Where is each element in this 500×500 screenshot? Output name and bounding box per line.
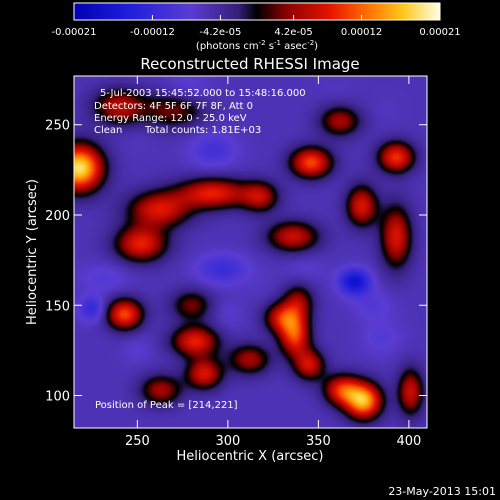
colorbar-unit-label: (photons cm-2 s-1 asec-2) — [196, 39, 318, 52]
y-axis-ticks: 100 150 200 250 — [45, 119, 427, 405]
x-axis-ticks: 250 300 350 400 — [125, 76, 421, 449]
annotation-energy-range: Energy Range: 12.0 - 25.0 keV — [94, 113, 247, 124]
y-tick-label: 100 — [45, 390, 70, 405]
colorbar-tick-label: -4.2e-05 — [199, 27, 241, 38]
annotation-peak-position: Position of Peak = [214,221] — [95, 400, 238, 411]
colorbar-tick-label: -0.00012 — [130, 27, 175, 38]
y-tick-label: 250 — [45, 119, 70, 134]
x-tick-label: 250 — [125, 434, 150, 449]
annotation-clean: Clean — [94, 125, 122, 136]
plot-frame — [73, 75, 428, 429]
x-tick-label: 300 — [215, 434, 240, 449]
colorbar-tick-label: -0.00021 — [52, 27, 97, 38]
x-tick-label: 350 — [306, 434, 331, 449]
y-tick-label: 150 — [45, 299, 70, 314]
y-tick-label: 200 — [45, 209, 70, 224]
colorbar-ticks: -0.00021 -0.00012 -4.2e-05 4.2e-05 0.00012 0.… — [52, 15, 461, 38]
annotation-total-counts: Total counts: 1.81E+03 — [144, 125, 261, 136]
image-annotations: 5-Jul-2003 15:45:52.000 to 15:48:16.000 … — [94, 88, 306, 411]
colorbar-tick-label: 0.00012 — [341, 27, 382, 38]
footer-timestamp: 23-May-2013 15:01 — [388, 485, 496, 498]
annotation-detectors: Detectors: 4F 5F 6F 7F 8F, Att 0 — [94, 101, 253, 112]
heatmap-image — [74, 76, 427, 428]
x-tick-label: 400 — [396, 434, 421, 449]
colorbar-tick-label: 0.00021 — [419, 27, 460, 38]
y-axis-label: Heliocentric Y (arcsec) — [25, 179, 40, 325]
x-axis-label: Heliocentric X (arcsec) — [177, 449, 324, 464]
colorbar-tick-label: 4.2e-05 — [274, 27, 312, 38]
annotation-time-range: 5-Jul-2003 15:45:52.000 to 15:48:16.000 — [100, 88, 306, 99]
chart-title: Reconstructed RHESSI Image — [140, 55, 359, 73]
colorbar — [73, 2, 441, 21]
